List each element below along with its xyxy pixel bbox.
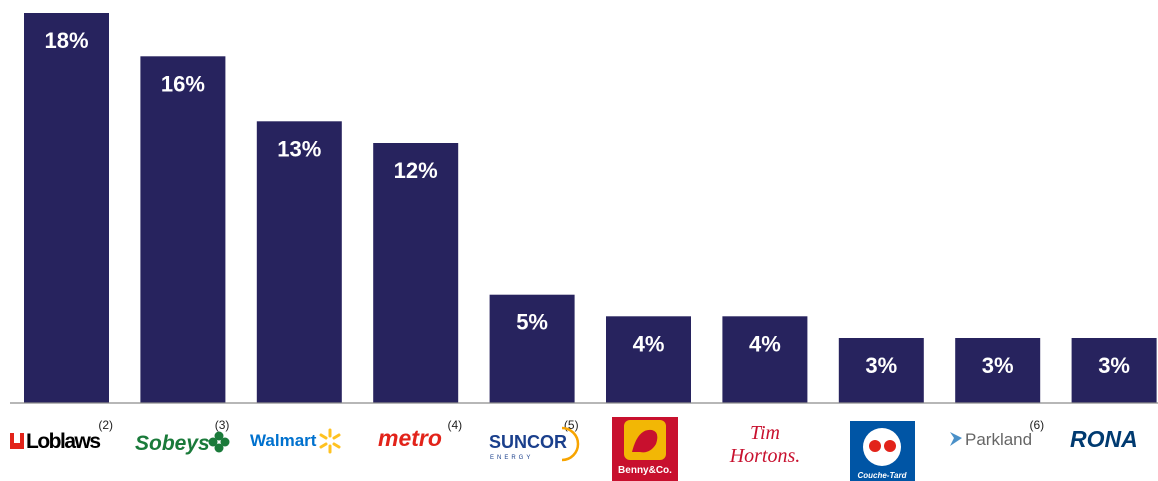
bar-5 (606, 316, 691, 403)
suncor-logo-text: SUNCOR (489, 432, 567, 452)
bar-1 (140, 56, 225, 403)
parkland-logo: Parkland (950, 430, 1032, 449)
spark-icon (321, 430, 339, 452)
bar-value-label: 4% (749, 331, 781, 356)
loblaws-logo-notch (14, 433, 20, 443)
bar-value-label: 12% (394, 158, 438, 183)
sobeys-logo: Sobeys (135, 432, 230, 456)
metro-logo: metro (378, 425, 442, 451)
benny-logo: Benny&Co. (612, 417, 678, 481)
bar-0 (24, 13, 109, 403)
bar-value-label: 3% (1098, 353, 1130, 378)
owl-left-eye (869, 440, 881, 452)
bar-value-label: 16% (161, 71, 205, 96)
rona-logo: RONA (1070, 426, 1138, 452)
walmart-logo-text: Walmart (250, 431, 317, 450)
clover-icon (209, 432, 230, 453)
bar-value-label: 3% (982, 353, 1014, 378)
owl-right-eye (884, 440, 896, 452)
bar-2 (257, 121, 342, 403)
bar-value-label: 13% (277, 136, 321, 161)
benny-logo-text: Benny&Co. (618, 465, 672, 476)
bar-value-label: 4% (633, 331, 665, 356)
timhortons-logo: Tim Hortons. (729, 422, 801, 467)
couchetard-logo: Couche-Tard (850, 421, 915, 481)
parkland-mark-icon (950, 432, 962, 446)
loblaws-logo-text: Loblaws (26, 430, 100, 453)
bar-6 (722, 316, 807, 403)
footnote-marker: (2) (98, 418, 113, 432)
bar-value-label: 3% (865, 353, 897, 378)
sobeys-logo-text: Sobeys (135, 432, 210, 455)
parkland-logo-text: Parkland (965, 430, 1032, 449)
footnote-marker: (4) (448, 418, 463, 432)
couchetard-logo-text: Couche-Tard (857, 471, 907, 480)
loblaws-logo: Loblaws (10, 430, 100, 453)
suncor-logo: SUNCOR ENERGY (489, 428, 578, 461)
footnote-marker: (3) (215, 418, 230, 432)
timhortons-logo-line2: Hortons. (729, 445, 801, 467)
walmart-logo: Walmart (250, 430, 339, 452)
rona-logo-text: RONA (1070, 426, 1138, 452)
bar-value-label: 5% (516, 310, 548, 335)
suncor-logo-subtext: ENERGY (490, 455, 533, 461)
timhortons-logo-line1: Tim (750, 422, 780, 444)
bar-value-label: 18% (44, 28, 88, 53)
metro-logo-text: metro (378, 425, 442, 451)
